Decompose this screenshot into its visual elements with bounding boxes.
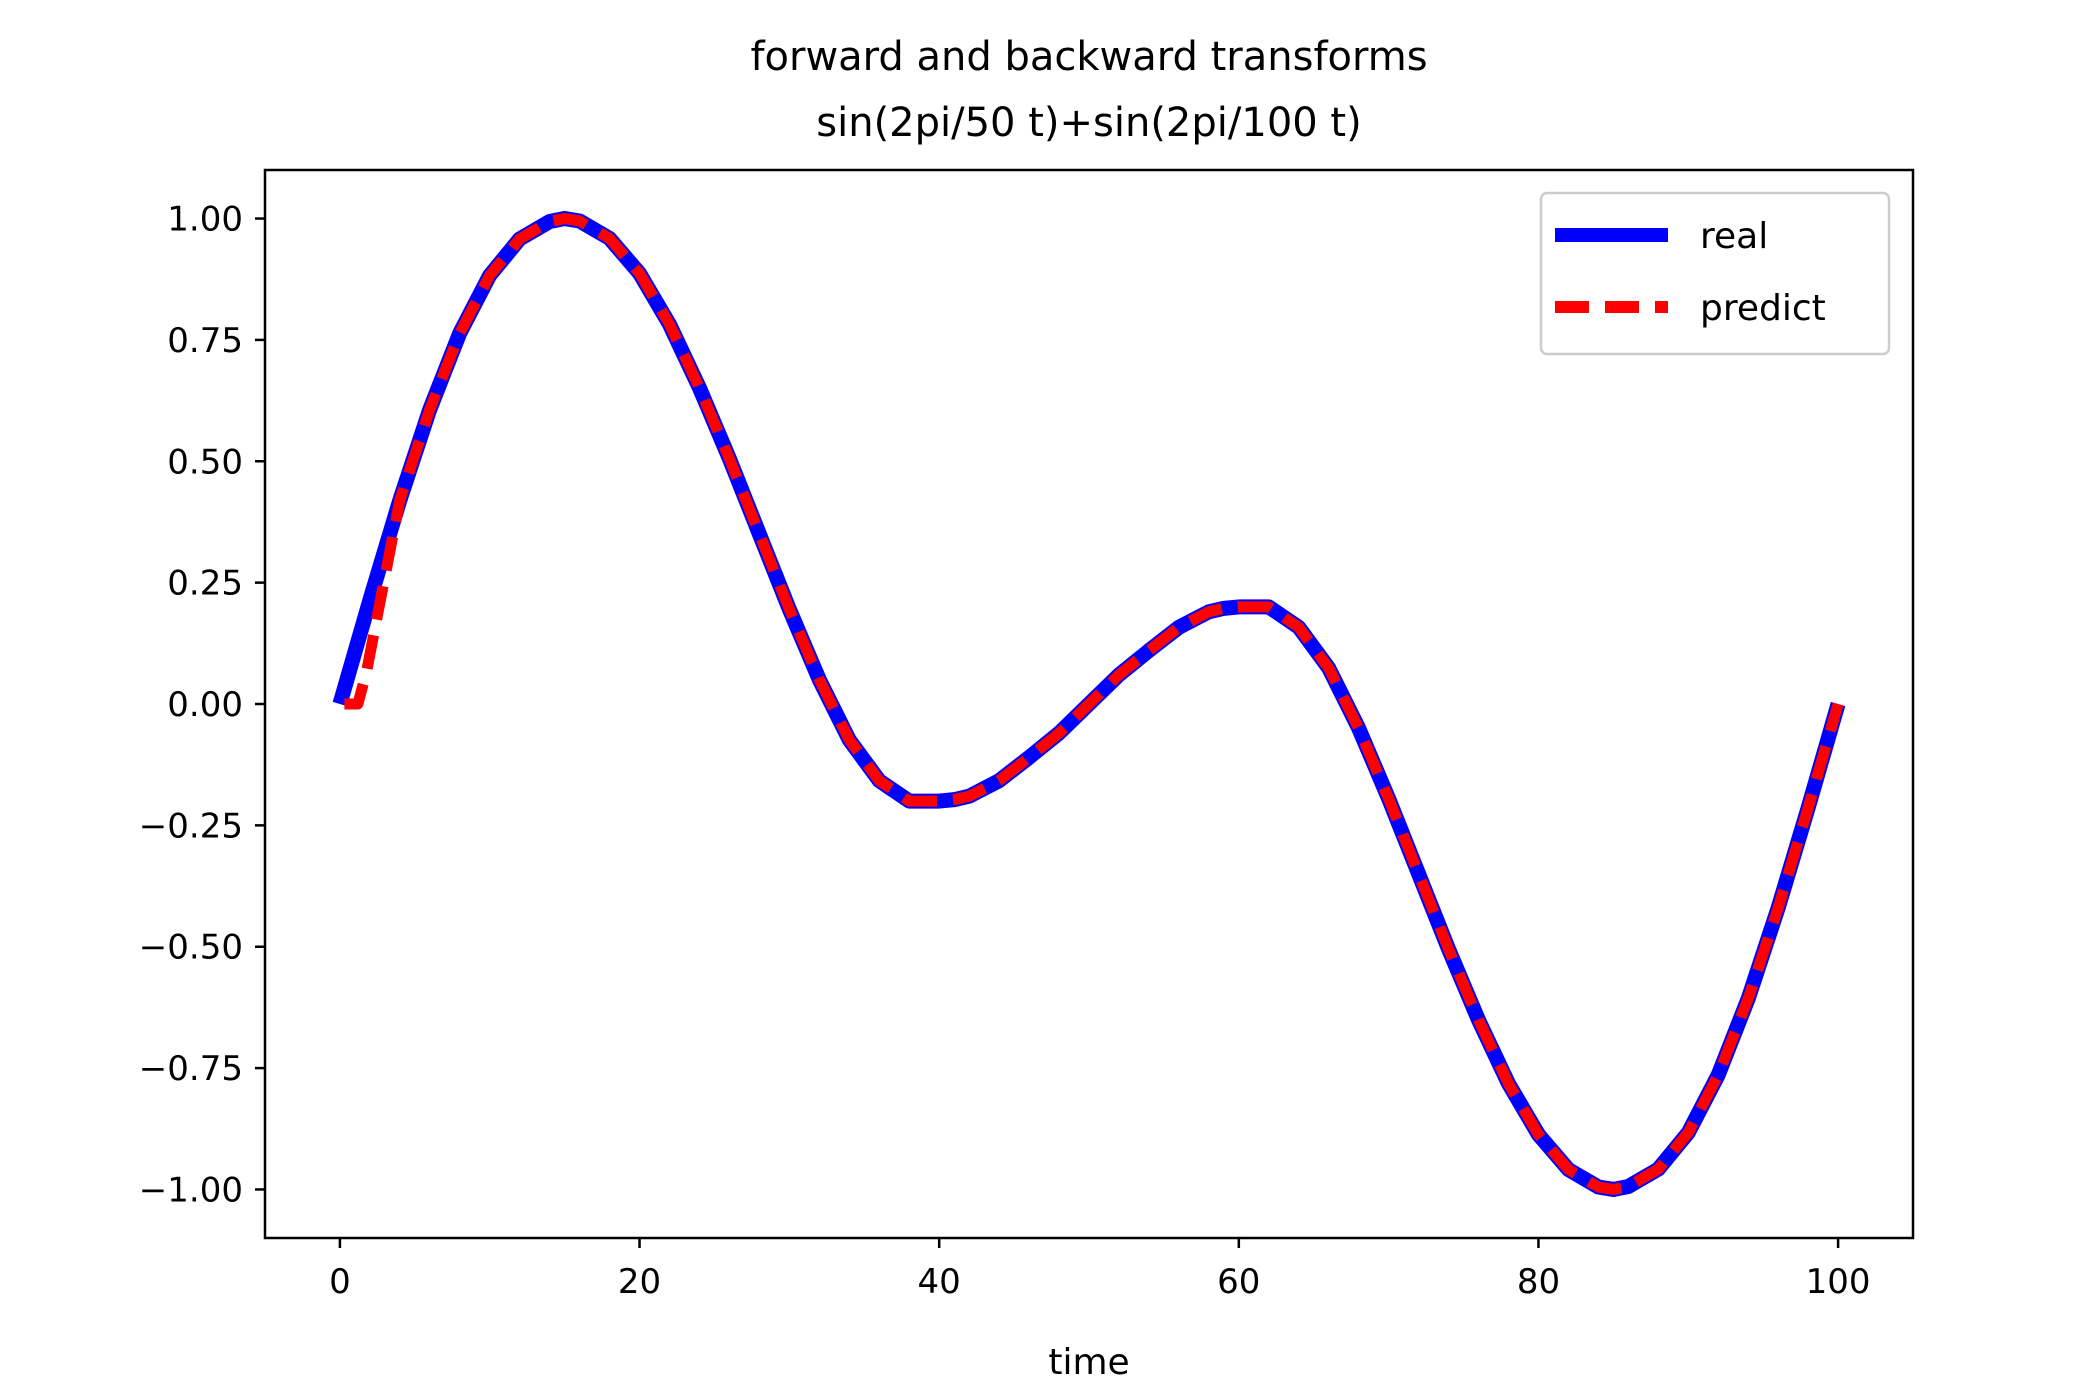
x-axis-ticks: 0 20 40 60 80 100 <box>329 1238 1871 1302</box>
series-lines <box>332 211 1846 1197</box>
y-tick-label: −1.00 <box>139 1170 243 1210</box>
y-tick-label: 0.50 <box>167 442 243 482</box>
x-axis-label: time <box>1048 1342 1129 1383</box>
y-tick-label: 1.00 <box>167 200 243 240</box>
x-tick-label: 40 <box>918 1262 961 1302</box>
y-tick-label: 0.00 <box>167 685 243 725</box>
legend-label-real: real <box>1700 216 1768 257</box>
y-tick-label: −0.75 <box>139 1049 243 1089</box>
y-tick-label: −0.25 <box>139 806 243 846</box>
y-tick-label: 0.25 <box>167 564 243 604</box>
legend-label-predict: predict <box>1700 288 1826 329</box>
y-tick-label: −0.50 <box>139 928 243 968</box>
x-tick-label: 100 <box>1806 1262 1871 1302</box>
x-tick-label: 80 <box>1517 1262 1560 1302</box>
x-tick-label: 60 <box>1217 1262 1260 1302</box>
x-tick-label: 0 <box>329 1262 351 1302</box>
x-tick-label: 20 <box>618 1262 661 1302</box>
y-axis-ticks: 1.00 0.75 0.50 0.25 0.00 −0.25 −0.50 −0.75 −1.00 <box>139 200 265 1210</box>
series-line-predict <box>344 213 1844 1195</box>
chart-title-line-2: sin(2pi/50 t)+sin(2pi/100 t) <box>816 100 1361 146</box>
y-tick-label: 0.75 <box>167 321 243 361</box>
legend: real predict <box>1539 191 1891 356</box>
chart-title-line-1: forward and backward transforms <box>750 34 1427 80</box>
